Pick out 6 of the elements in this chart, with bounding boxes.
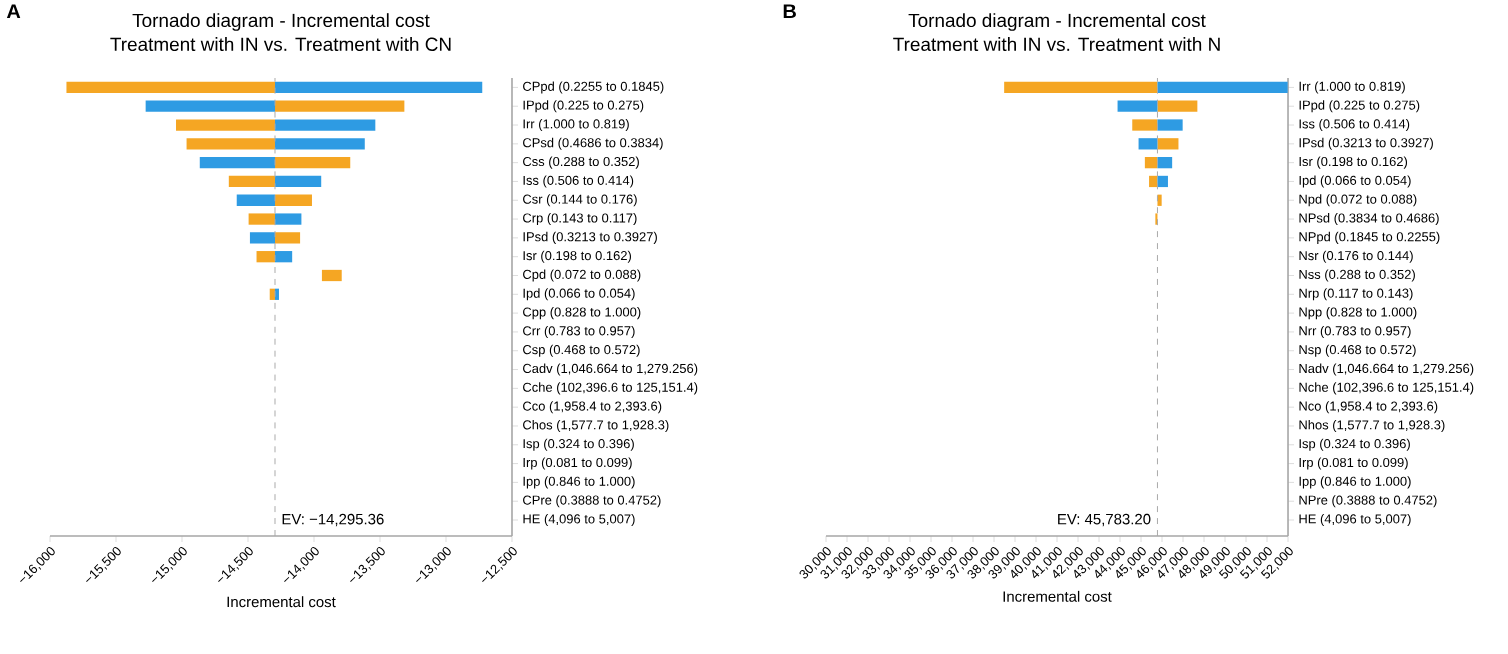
chart-title: Tornado diagram - Incremental cost <box>908 13 1206 31</box>
chart-title: Tornado diagram - Incremental cost <box>132 13 430 31</box>
text: B <box>783 4 796 19</box>
text: A <box>6 4 21 19</box>
chart-subtitle: Treatment with IN vs. Treatment with CN <box>110 37 451 52</box>
chart-subtitle: Treatment with IN vs. Treatment with N <box>893 37 1220 52</box>
